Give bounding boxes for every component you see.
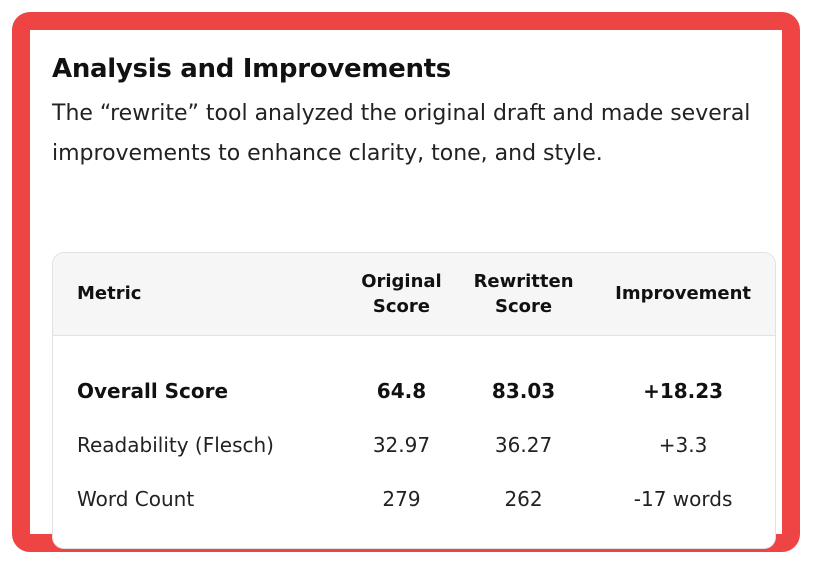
tool-name: “rewrite” bbox=[99, 101, 199, 126]
metrics-table-card: Metric Original Score Rewritten Score Im… bbox=[52, 252, 776, 549]
section-title: Analysis and Improvements bbox=[52, 54, 451, 84]
table-row: Word Count 279 262 -17 words bbox=[53, 472, 775, 548]
row-metric: Readability (Flesch) bbox=[77, 432, 274, 457]
analysis-section: Analysis and Improvements The “rewrite” … bbox=[52, 54, 792, 174]
header-rewritten-line2: Score bbox=[495, 295, 553, 317]
row-improvement: +3.3 bbox=[658, 432, 708, 457]
table-header-row: Metric Original Score Rewritten Score Im… bbox=[53, 253, 775, 335]
red-frame: Analysis and Improvements The “rewrite” … bbox=[12, 12, 800, 552]
row-original: 32.97 bbox=[372, 432, 431, 457]
row-metric: Overall Score bbox=[77, 378, 229, 403]
description-prefix: The bbox=[52, 101, 100, 126]
row-improvement: -17 words bbox=[633, 486, 733, 511]
row-rewritten: 83.03 bbox=[491, 378, 556, 403]
header-rewritten-line1: Rewritten bbox=[473, 270, 574, 292]
header-original-score: Original Score bbox=[347, 253, 456, 335]
header-original-line2: Score bbox=[372, 295, 431, 317]
section-description: The “rewrite” tool analyzed the original… bbox=[52, 94, 782, 174]
header-metric: Metric bbox=[77, 283, 142, 305]
row-improvement: +18.23 bbox=[643, 378, 724, 403]
row-rewritten: 262 bbox=[504, 486, 543, 511]
header-original-line1: Original bbox=[361, 270, 442, 292]
row-rewritten: 36.27 bbox=[494, 432, 553, 457]
header-rewritten-score: Rewritten Score bbox=[456, 253, 591, 335]
row-original: 64.8 bbox=[376, 378, 427, 403]
row-metric: Word Count bbox=[77, 486, 195, 511]
row-original: 279 bbox=[382, 486, 421, 511]
metrics-table: Metric Original Score Rewritten Score Im… bbox=[53, 253, 775, 548]
table-row: Readability (Flesch) 32.97 36.27 +3.3 bbox=[53, 418, 775, 472]
table-row: Overall Score 64.8 83.03 +18.23 bbox=[53, 335, 775, 418]
description-suffix: tool analyzed the original draft and mad… bbox=[52, 101, 751, 166]
header-improvement: Improvement bbox=[615, 283, 752, 305]
